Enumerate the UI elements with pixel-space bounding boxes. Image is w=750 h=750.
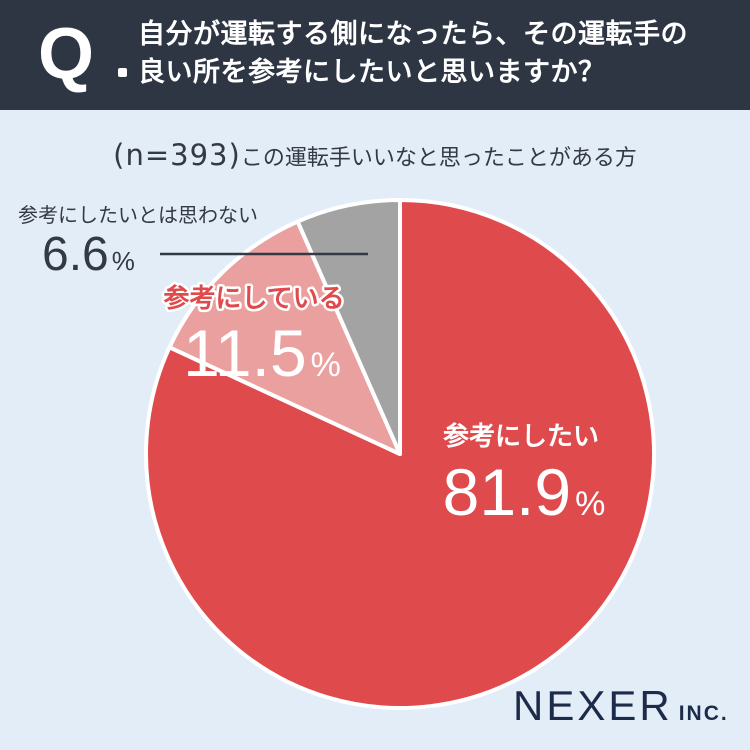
question-line-2: 良い所を参考にしたいと思いますか？ (138, 57, 606, 88)
pie-labels: 参考にしたい 81.9% 参考にしている 11.5% 参考にしたいとは思わない … (18, 203, 605, 529)
logo-main: NEXER (513, 682, 673, 729)
label-name-refer: 参考にしたい (443, 421, 599, 452)
sample-size: (n=393) (113, 138, 241, 172)
subtitle-description: この運転手いいなと思ったことがある方 (240, 146, 637, 171)
label-unit-not-refer: % (112, 246, 135, 276)
subtitle: (n=393)この運転手いいなと思ったことがある方 (0, 138, 750, 176)
label-value-referring-number: 11.5 (183, 316, 307, 390)
label-value-refer-number: 81.9 (443, 455, 571, 529)
label-value-referring: 11.5% (183, 316, 341, 390)
label-value-not-refer: 6.6% (42, 228, 135, 281)
label-value-not-refer-number: 6.6 (42, 228, 109, 281)
q-dot (118, 68, 127, 77)
label-unit-refer: % (575, 485, 605, 523)
logo-suffix: INC. (678, 702, 729, 725)
slice-not-refer (295, 198, 402, 456)
pie-slices (144, 198, 656, 710)
label-unit-referring: % (311, 346, 341, 384)
nexer-logo: NEXER INC. (513, 682, 729, 730)
label-name-not-refer: 参考にしたいとは思わない (18, 203, 258, 227)
label-value-refer: 81.9% (443, 455, 606, 529)
slice-referring (167, 219, 402, 456)
q-letter: Q (38, 14, 95, 94)
label-name-referring: 参考にしている (163, 283, 344, 314)
question-line-1: 自分が運転する側になったら、その運転手の (138, 19, 688, 50)
question-header: Q 自分が運転する側になったら、その運転手の 良い所を参考にしたいと思いますか？ (0, 0, 750, 110)
question-text: 自分が運転する側になったら、その運転手の 良い所を参考にしたいと思いますか？ (138, 16, 738, 92)
